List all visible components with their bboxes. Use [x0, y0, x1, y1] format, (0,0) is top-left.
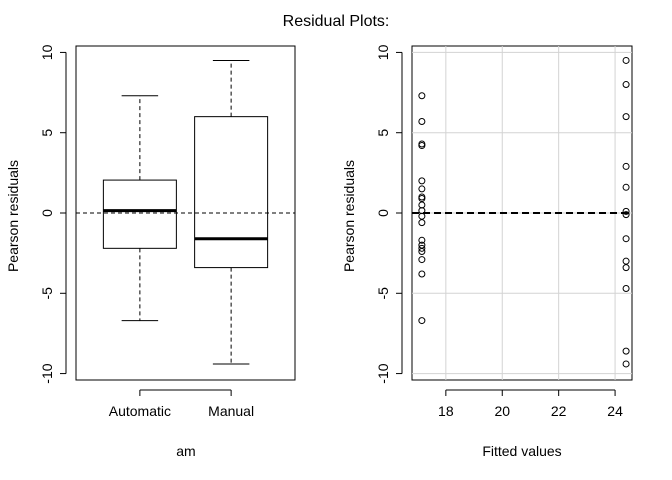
scatter-point	[622, 207, 630, 215]
scatter-point	[622, 81, 630, 89]
scatter-point	[622, 56, 630, 64]
boxplot-y-tick-label: -5	[39, 287, 55, 300]
scatter-x-tick-label: 22	[551, 403, 567, 419]
scatter-y-tick-label: 0	[375, 209, 391, 217]
scatter-point	[418, 201, 426, 209]
boxplot-y-tick-label: 5	[39, 129, 55, 137]
scatter-x-tick-label: 20	[494, 403, 510, 419]
scatter-point	[622, 284, 630, 292]
scatter-point	[622, 211, 630, 219]
scatter-point	[418, 177, 426, 185]
scatter-point	[622, 162, 630, 170]
boxplot-y-tick-label: -10	[39, 363, 55, 383]
boxplot-y-tick-label: 0	[39, 209, 55, 217]
scatter-point	[418, 193, 426, 201]
scatter-y-tick-label: -10	[375, 363, 391, 383]
figure-title: Residual Plots:	[283, 13, 390, 30]
boxplot-y-tick-label: 10	[39, 44, 55, 60]
scatter-point	[418, 244, 426, 252]
boxplot-x-tick-label: Automatic	[109, 403, 171, 419]
scatter-point	[622, 360, 630, 368]
scatter-point	[418, 212, 426, 220]
box-iqr	[102, 179, 177, 249]
scatter-point	[418, 92, 426, 100]
scatter-xlabel: Fitted values	[482, 443, 561, 459]
scatter-point	[418, 256, 426, 264]
boxplot-ylabel: Pearson residuals	[5, 160, 21, 272]
scatter-point	[622, 264, 630, 272]
box-iqr	[194, 116, 269, 269]
boxplot-xlabel: am	[176, 443, 195, 459]
boxplot-frame	[75, 45, 296, 381]
scatter-panel: -10 -5 0 5 10 18 20 22 24 Fitted values Pearson …	[341, 44, 633, 459]
boxplot-panel: -10 -5 0 5 10 Automatic Manual am Pearson resi…	[5, 44, 296, 459]
scatter-y-tick-label: -5	[375, 287, 391, 300]
scatter-x-tick-label: 24	[607, 403, 623, 419]
scatter-point	[622, 257, 630, 265]
boxplot-x-tick-label: Manual	[208, 403, 254, 419]
scatter-point	[418, 185, 426, 193]
scatter-point	[418, 248, 426, 256]
scatter-point	[418, 270, 426, 278]
scatter-point	[418, 236, 426, 244]
scatter-point	[622, 347, 630, 355]
scatter-point	[418, 117, 426, 125]
scatter-x-tick-label: 18	[438, 403, 454, 419]
scatter-y-tick-label: 5	[375, 129, 391, 137]
scatter-point	[418, 317, 426, 325]
scatter-ylabel: Pearson residuals	[341, 160, 357, 272]
scatter-point	[622, 113, 630, 121]
scatter-point	[418, 142, 426, 150]
scatter-point	[622, 183, 630, 191]
scatter-point	[418, 219, 426, 227]
scatter-point	[622, 235, 630, 243]
scatter-y-tick-label: 10	[375, 44, 391, 60]
